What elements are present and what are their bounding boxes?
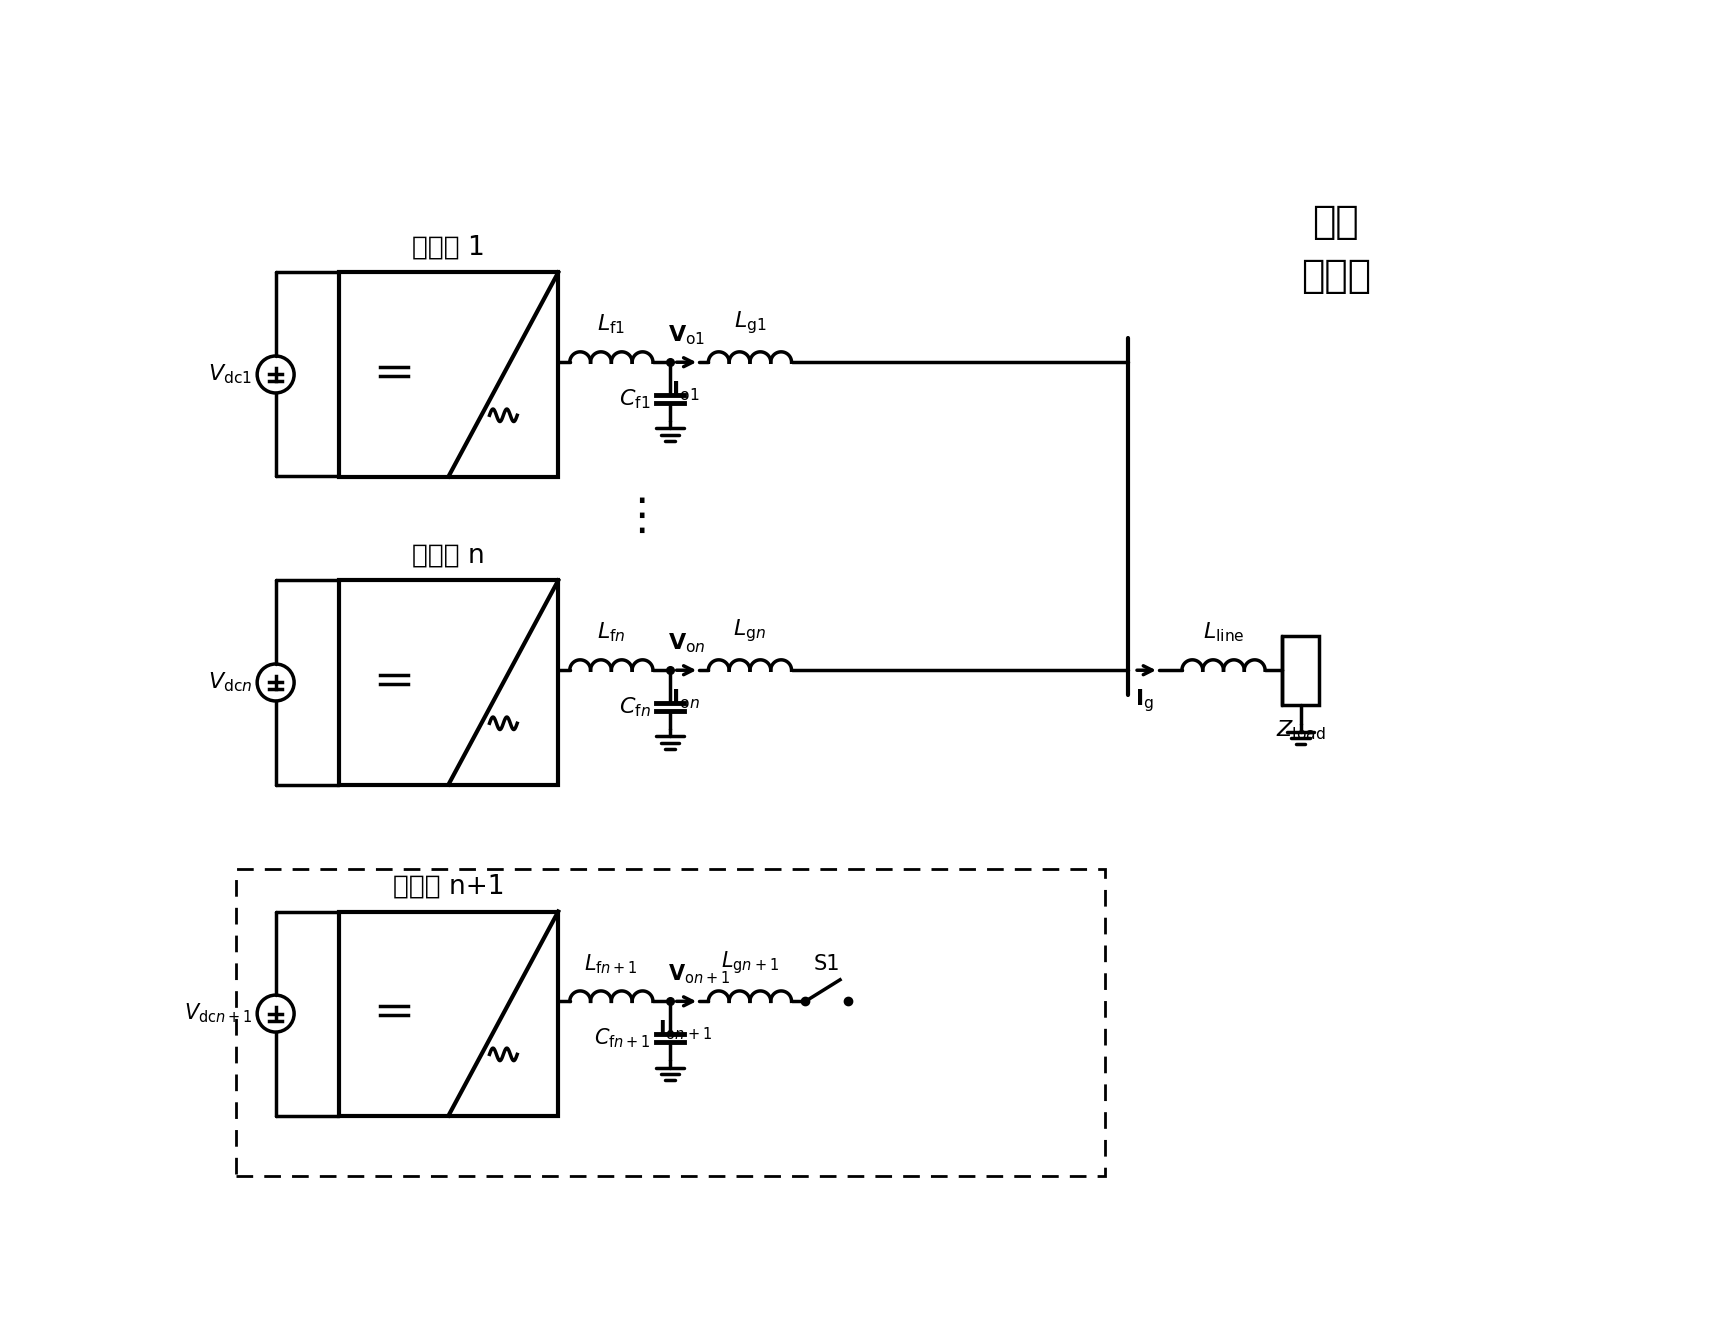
Text: 逆变器 n: 逆变器 n: [411, 543, 485, 570]
Text: $\mathbf{V}_{\mathrm{o}n+1}$: $\mathbf{V}_{\mathrm{o}n+1}$: [668, 962, 730, 986]
Text: $L_{\mathrm{f}n+1}$: $L_{\mathrm{f}n+1}$: [585, 951, 638, 976]
Text: $\mathbf{I}_{\mathrm{o}n}$: $\mathbf{I}_{\mathrm{o}n}$: [671, 687, 700, 710]
Text: $\mathbf{I}_{\mathrm{o}1}$: $\mathbf{I}_{\mathrm{o}1}$: [671, 379, 699, 403]
Text: $\mathbf{I}_{\mathrm{o}n+1}$: $\mathbf{I}_{\mathrm{o}n+1}$: [657, 1018, 712, 1043]
Text: $C_{\mathrm{f}n+1}$: $C_{\mathrm{f}n+1}$: [594, 1026, 651, 1051]
Text: $L_{\mathrm{f}n}$: $L_{\mathrm{f}n}$: [597, 620, 626, 645]
Text: 逆变器 n+1: 逆变器 n+1: [392, 874, 504, 900]
Text: ⋮: ⋮: [620, 494, 663, 537]
Text: $Z_{\mathrm{load}}$: $Z_{\mathrm{load}}$: [1275, 718, 1325, 742]
Text: $V_{\mathrm{dc}n}$: $V_{\mathrm{dc}n}$: [208, 671, 253, 694]
Text: $V_{\mathrm{dc}n+1}$: $V_{\mathrm{dc}n+1}$: [184, 1002, 253, 1025]
Text: 逆变器 1: 逆变器 1: [411, 234, 485, 261]
Text: $L_{\mathrm{f}1}$: $L_{\mathrm{f}1}$: [597, 312, 625, 336]
Text: $L_{\mathrm{g}n}$: $L_{\mathrm{g}n}$: [733, 618, 766, 645]
Text: $C_{\mathrm{f}1}$: $C_{\mathrm{f}1}$: [620, 387, 651, 411]
Text: $L_{\mathrm{g}1}$: $L_{\mathrm{g}1}$: [733, 310, 766, 336]
Bar: [339, 272, 558, 477]
Text: $V_{\mathrm{dc}1}$: $V_{\mathrm{dc}1}$: [208, 363, 253, 386]
Text: $\mathbf{I}_{\mathrm{g}}$: $\mathbf{I}_{\mathrm{g}}$: [1136, 687, 1155, 714]
Bar: [1282, 635, 1318, 705]
Bar: [339, 911, 558, 1116]
Text: $C_{\mathrm{f}n}$: $C_{\mathrm{f}n}$: [620, 695, 651, 720]
Text: 耦合点: 耦合点: [1301, 257, 1372, 295]
Text: $\mathbf{V}_{\mathrm{o}1}$: $\mathbf{V}_{\mathrm{o}1}$: [668, 323, 706, 347]
Text: 公共: 公共: [1313, 204, 1360, 241]
Text: $L_{\mathrm{line}}$: $L_{\mathrm{line}}$: [1203, 620, 1244, 645]
Bar: [339, 580, 558, 784]
Text: $\mathbf{V}_{\mathrm{o}n}$: $\mathbf{V}_{\mathrm{o}n}$: [668, 631, 706, 655]
Text: S1: S1: [814, 954, 840, 974]
Text: $L_{\mathrm{g}n+1}$: $L_{\mathrm{g}n+1}$: [721, 949, 780, 976]
